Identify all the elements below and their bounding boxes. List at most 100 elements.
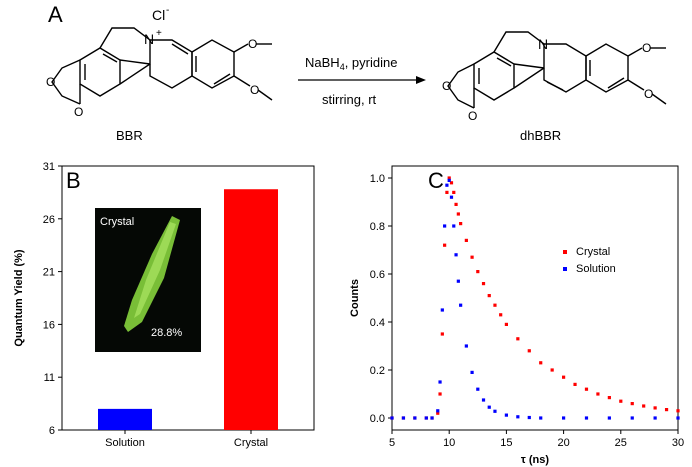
point-crystal (445, 190, 449, 194)
y-axis-label: Quantum Yield (%) (13, 249, 25, 347)
y-tick-label: 31 (43, 161, 55, 173)
x-tick-label: 30 (672, 437, 684, 449)
point-solution (516, 415, 520, 419)
point-crystal (527, 349, 531, 353)
bbr-o-left-1: O (46, 75, 55, 89)
point-solution (436, 409, 440, 413)
point-crystal (493, 303, 497, 307)
point-solution (456, 279, 460, 283)
condition-text: stirring, rt (322, 92, 377, 107)
point-solution (487, 405, 491, 409)
inset-label: Crystal (100, 216, 134, 228)
fluorescence-decay-chart: 5 10 15 20 25 30 0.0 0.2 0.4 0.6 0.8 1.0 τ (ns) Count… (349, 165, 684, 466)
point-crystal (438, 392, 442, 396)
y-axis-label: Counts (349, 279, 361, 317)
legend-label-crystal: Crystal (576, 246, 610, 258)
point-crystal (504, 322, 508, 326)
bar-chart-axes: 6 11 16 21 26 31 Quantum Yield (%) Solution Crys… (13, 161, 315, 449)
point-crystal (653, 406, 657, 410)
point-solution (401, 416, 406, 420)
point-crystal (470, 255, 474, 259)
point-solution (452, 224, 456, 228)
point-crystal (443, 243, 447, 247)
point-solution (584, 416, 589, 420)
bar-chart-bars (98, 189, 278, 430)
point-solution (459, 303, 463, 307)
x-tick-label: 10 (443, 437, 455, 449)
y-tick-label: 0.8 (370, 221, 385, 233)
x-tick-label: 15 (500, 437, 512, 449)
panel-letter-a: A (48, 2, 63, 27)
point-crystal (447, 176, 451, 180)
point-solution (390, 416, 394, 420)
bbr-counterion-charge: - (166, 5, 169, 16)
point-crystal (664, 408, 669, 412)
panel-letter-b: B (66, 168, 81, 193)
decay-chart-legend: Crystal Solution (563, 246, 616, 275)
legend-marker-solution (563, 267, 567, 271)
decay-chart-axes: 5 10 15 20 25 30 0.0 0.2 0.4 0.6 0.8 1.0 τ (ns) Count… (349, 165, 684, 466)
point-solution (527, 415, 531, 420)
point-crystal (642, 404, 646, 408)
dhbbr-o-left-1: O (442, 79, 451, 93)
point-crystal (436, 411, 440, 415)
crystal-photo-inset: Crystal 28.8% (95, 208, 201, 352)
bbr-o-left-2: O (74, 105, 83, 119)
point-solution (653, 416, 657, 420)
point-solution (464, 344, 468, 348)
point-crystal (487, 294, 491, 298)
point-solution (443, 224, 447, 228)
point-crystal (459, 222, 463, 226)
point-solution (430, 416, 434, 420)
y-tick-label: 0.4 (370, 317, 385, 329)
point-crystal (499, 313, 503, 317)
x-tick-label: 5 (389, 437, 395, 449)
y-tick-label: 0.2 (370, 365, 385, 377)
point-crystal (630, 402, 634, 406)
point-crystal (539, 361, 543, 365)
crystal-highlight (134, 222, 176, 318)
bbr-methoxy-o-1: O (248, 37, 257, 51)
y-tick-label: 0.0 (370, 413, 385, 425)
y-tick-label: 21 (43, 267, 55, 279)
bar-solution (98, 408, 152, 430)
dhbbr-methoxy-o-2: O (644, 87, 653, 101)
point-solution (413, 416, 417, 420)
x-tick-label-solution: Solution (105, 437, 145, 449)
bbr-n-charge: + (156, 28, 162, 39)
panel-letter-c: C (428, 168, 444, 193)
point-crystal (456, 212, 460, 216)
quantum-yield-bar-chart: 6 11 16 21 26 31 Quantum Yield (%) Solution Crys… (13, 161, 315, 449)
legend-marker-crystal (563, 250, 567, 254)
point-solution (424, 416, 428, 420)
bbr-structure (51, 27, 273, 105)
bbr-label: BBR (116, 128, 143, 143)
point-solution (607, 416, 611, 420)
point-solution (440, 308, 444, 312)
reaction-arrow (298, 76, 426, 84)
y-tick-label: 0.6 (370, 269, 385, 281)
decay-plot-frame (391, 165, 679, 431)
point-solution (504, 413, 508, 417)
point-solution (447, 178, 451, 182)
point-solution (481, 398, 486, 402)
point-crystal (452, 190, 456, 194)
bbr-counterion: Cl (152, 7, 165, 23)
dhbbr-label: dhBBR (520, 128, 561, 143)
point-solution (676, 416, 680, 420)
point-crystal (619, 399, 623, 403)
point-crystal (550, 368, 554, 372)
x-axis-label: τ (ns) (521, 454, 549, 466)
y-tick-label: 16 (43, 319, 55, 331)
reagent-text: NaBH4, pyridine (305, 55, 397, 72)
point-crystal (596, 392, 600, 396)
y-tick-label: 1.0 (370, 173, 385, 185)
y-tick-label: 11 (44, 372, 55, 384)
point-solution (476, 387, 480, 391)
x-tick-label: 20 (557, 437, 569, 449)
legend-label-solution: Solution (576, 263, 616, 275)
point-crystal (516, 337, 520, 341)
x-tick-label: 25 (615, 437, 627, 449)
point-solution (493, 409, 497, 413)
point-crystal (676, 409, 680, 413)
